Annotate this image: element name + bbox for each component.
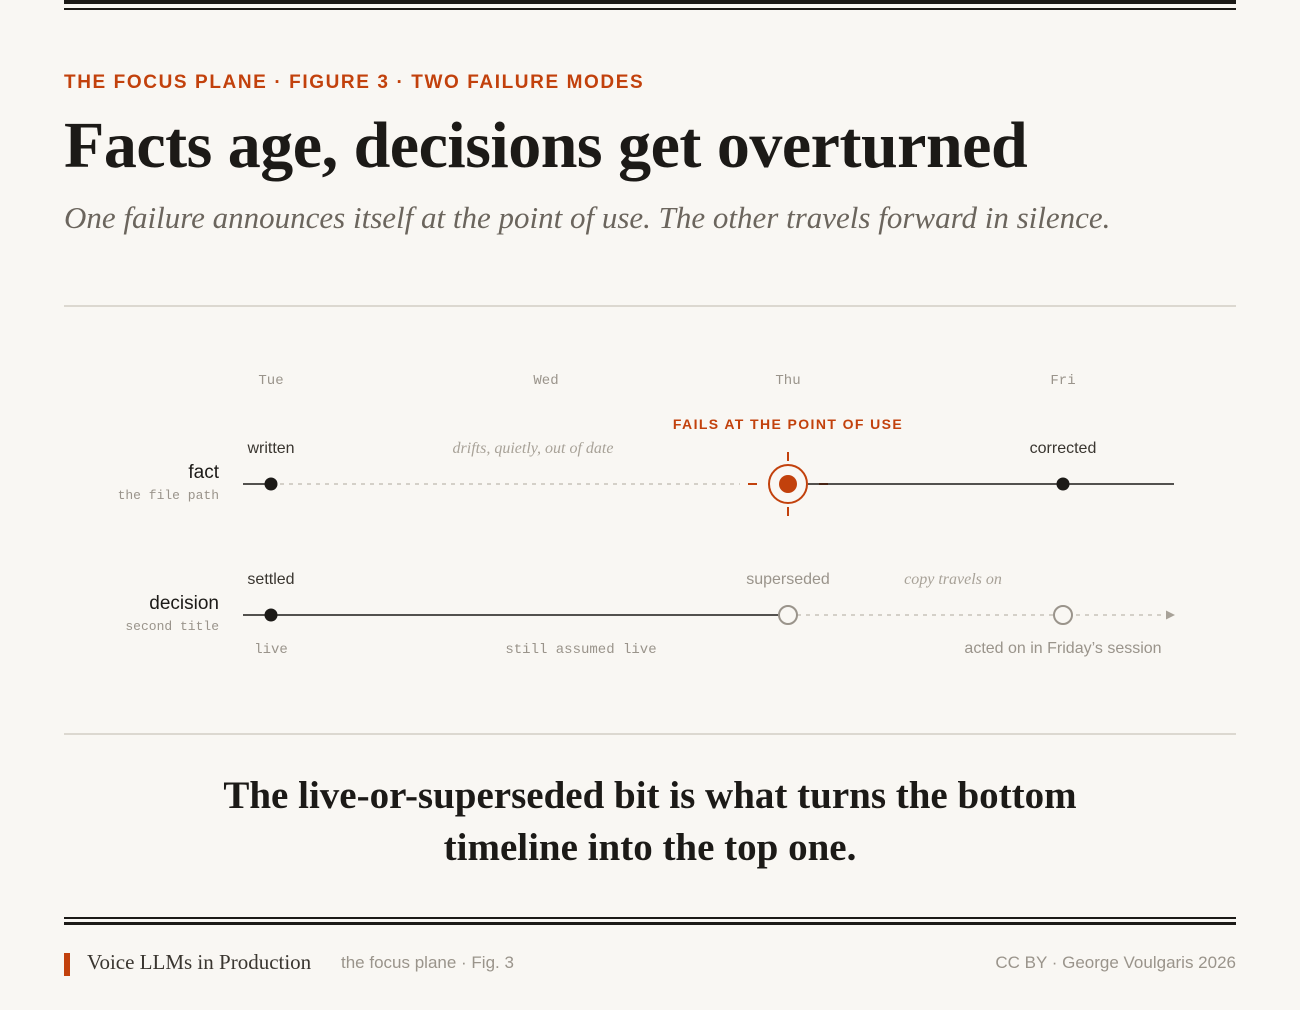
decision-copy-note: copy travels on (904, 571, 1002, 588)
takeaway-line-1: The live-or-superseded bit is what turns… (223, 774, 1077, 817)
divider-lower (64, 733, 1236, 735)
decision-settled-label: settled (247, 571, 294, 588)
fact-drift-note: drifts, quietly, out of date (453, 440, 614, 457)
page-title: Facts age, decisions get overturned (64, 109, 1028, 182)
fact-row-label: fact (188, 462, 219, 483)
decision-row-sublabel: second title (125, 619, 219, 634)
fact-corrected-dot (1056, 477, 1070, 491)
decision-superseded-dot (778, 605, 798, 625)
divider-upper (64, 305, 1236, 307)
timeline-diagram: Tue Wed Thu Fri fact the file path writt… (118, 373, 1175, 658)
figure-kicker: THE FOCUS PLANE · FIGURE 3 · TWO FAILURE… (64, 72, 645, 93)
bottom-rule-thin (64, 917, 1236, 919)
bottom-rule-thick (64, 922, 1236, 925)
decision-superseded-label: superseded (746, 571, 830, 588)
fact-row-sublabel: the file path (118, 488, 219, 503)
fact-corrected-label: corrected (1030, 440, 1097, 457)
top-rule-thick (64, 0, 1236, 4)
footer: Voice LLMs in Production the focus plane… (64, 950, 1236, 978)
day-label-fri: Fri (1050, 373, 1075, 389)
decision-live-label: live (254, 642, 288, 658)
takeaway-statement: The live-or-superseded bit is what turns… (64, 770, 1236, 874)
footer-book-title: Voice LLMs in Production (87, 950, 312, 974)
decision-assumed-label: still assumed live (505, 642, 656, 658)
day-label-tue: Tue (258, 373, 283, 389)
footer-accent-bar (64, 953, 70, 976)
footer-section: the focus plane · Fig. 3 (341, 953, 514, 972)
takeaway-line-2: timeline into the top one. (443, 826, 857, 869)
decision-acted-label: acted on in Friday’s session (964, 640, 1161, 657)
decision-arrow-head (1166, 610, 1175, 620)
decision-settled-dot (264, 608, 278, 622)
top-rule-thin (64, 8, 1236, 10)
footer-credit: CC BY · George Voulgaris 2026 (995, 953, 1236, 972)
decision-row-label: decision (149, 593, 219, 614)
fail-point-label: FAILS AT THE POINT OF USE (673, 416, 903, 432)
decision-acted-dot (1053, 605, 1073, 625)
fail-target-dot (779, 475, 797, 493)
fact-written-dot (264, 477, 278, 491)
day-label-thu: Thu (775, 373, 800, 389)
day-label-wed: Wed (533, 373, 558, 389)
page-subtitle: One failure announces itself at the poin… (64, 200, 1111, 235)
fact-written-label: written (246, 440, 294, 457)
